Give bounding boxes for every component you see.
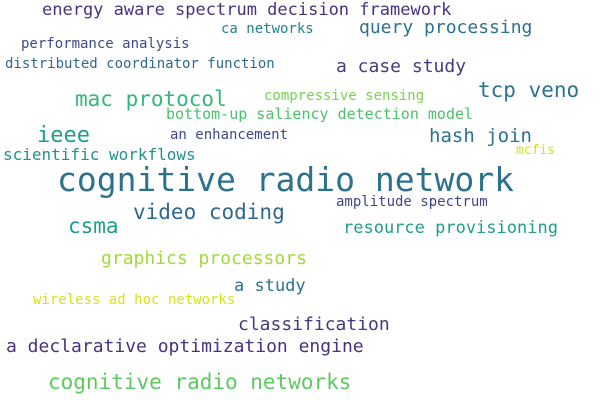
word: distributed coordinator function xyxy=(5,56,275,72)
word: performance analysis xyxy=(21,36,190,52)
word: graphics processors xyxy=(101,248,307,269)
word: resource provisioning xyxy=(343,218,558,238)
word: mac protocol xyxy=(75,87,227,111)
word: scientific workflows xyxy=(3,145,196,164)
word: hash join xyxy=(429,125,532,147)
word: cognitive radio network xyxy=(57,160,514,199)
word: a study xyxy=(234,276,306,296)
word: tcp veno xyxy=(478,78,580,102)
word: mcfis xyxy=(516,143,556,158)
word: ieee xyxy=(37,123,90,148)
word: compressive sensing xyxy=(264,88,425,104)
word: classification xyxy=(238,314,390,335)
word: ca networks xyxy=(221,21,314,37)
word: video coding xyxy=(133,200,285,224)
word: amplitude spectrum xyxy=(336,194,488,210)
word: energy aware spectrum decision framework xyxy=(42,0,452,20)
word: cognitive radio networks xyxy=(48,370,352,394)
word: a declarative optimization engine xyxy=(6,336,364,357)
word: wireless ad hoc networks xyxy=(33,292,236,308)
word: bottom-up saliency detection model xyxy=(166,105,474,123)
word: an enhancement xyxy=(170,127,289,143)
word: csma xyxy=(68,214,119,238)
word: a case study xyxy=(336,56,467,77)
word: query processing xyxy=(359,17,533,38)
